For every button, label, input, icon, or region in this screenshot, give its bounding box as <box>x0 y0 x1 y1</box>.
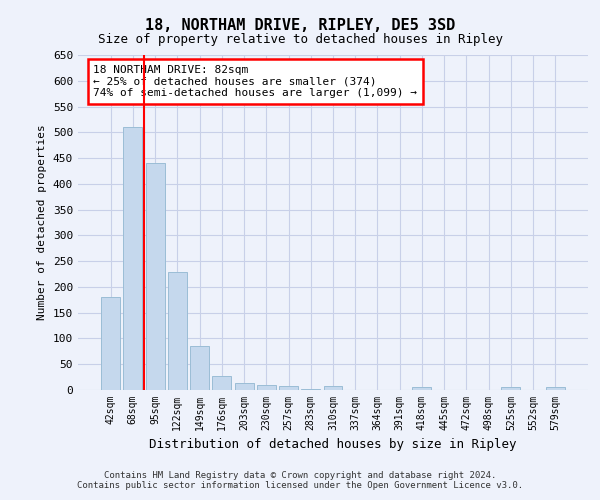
Bar <box>412 388 431 390</box>
Text: 18 NORTHAM DRIVE: 82sqm
← 25% of detached houses are smaller (374)
74% of semi-d: 18 NORTHAM DRIVE: 82sqm ← 25% of detache… <box>94 65 418 98</box>
Text: 18, NORTHAM DRIVE, RIPLEY, DE5 3SD: 18, NORTHAM DRIVE, RIPLEY, DE5 3SD <box>145 18 455 32</box>
Bar <box>257 386 276 390</box>
Y-axis label: Number of detached properties: Number of detached properties <box>37 124 47 320</box>
Bar <box>168 272 187 390</box>
Bar <box>323 386 343 390</box>
Bar <box>301 389 320 390</box>
Bar <box>502 388 520 390</box>
Bar <box>101 297 120 390</box>
Text: Contains HM Land Registry data © Crown copyright and database right 2024.
Contai: Contains HM Land Registry data © Crown c… <box>77 470 523 490</box>
Bar <box>146 163 164 390</box>
Bar <box>124 127 142 390</box>
Text: Size of property relative to detached houses in Ripley: Size of property relative to detached ho… <box>97 32 503 46</box>
Bar <box>279 386 298 390</box>
Bar <box>190 346 209 390</box>
X-axis label: Distribution of detached houses by size in Ripley: Distribution of detached houses by size … <box>149 438 517 452</box>
Bar <box>212 376 231 390</box>
Bar <box>235 383 254 390</box>
Bar <box>546 388 565 390</box>
